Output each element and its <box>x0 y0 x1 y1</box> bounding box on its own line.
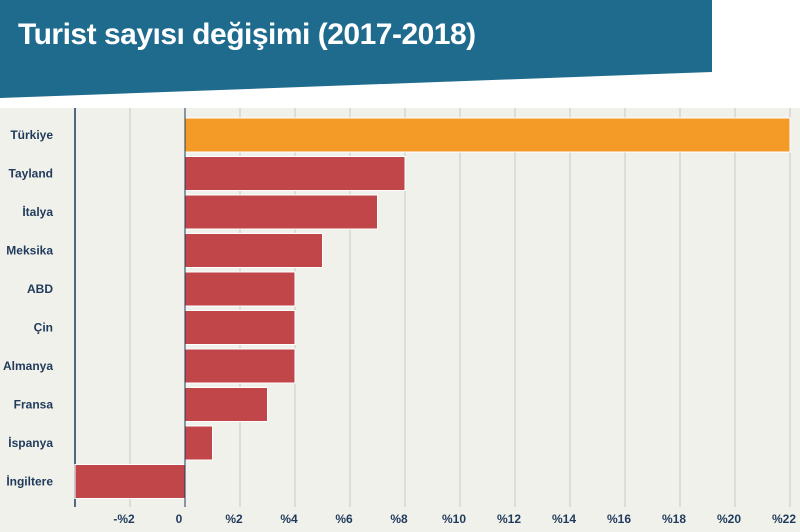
category-label: ABD <box>27 282 53 296</box>
title-banner: Turist sayısı değişimi (2017-2018) <box>0 0 800 100</box>
category-label: Çin <box>34 321 53 335</box>
x-tick-label: %14 <box>552 512 576 526</box>
bar-chart-area: Türkiye Tayland İtalya Meksika ABD Çin Almanya… <box>0 108 800 532</box>
x-tick-label: %6 <box>335 512 353 526</box>
bar <box>184 194 378 230</box>
category-label: Fransa <box>14 398 54 412</box>
bar <box>184 348 296 384</box>
x-tick-label: %8 <box>390 512 408 526</box>
bar <box>184 425 213 461</box>
category-label: Meksika <box>6 244 53 258</box>
category-label: Tayland <box>9 167 53 181</box>
x-tick-label: %20 <box>717 512 741 526</box>
x-tick-label: %4 <box>280 512 298 526</box>
bar <box>184 117 791 153</box>
x-tick-label: 0 <box>176 512 183 526</box>
bar <box>184 310 296 345</box>
bar-chart: Türkiye Tayland İtalya Meksika ABD Çin Almanya… <box>3 108 796 526</box>
bar <box>184 387 268 422</box>
chart-title: Turist sayısı değişimi (2017-2018) <box>18 18 476 51</box>
x-tick-label: %12 <box>497 512 521 526</box>
x-tick-label: %18 <box>662 512 686 526</box>
x-tick-label: %22 <box>772 512 796 526</box>
bar <box>184 271 296 307</box>
bar <box>184 156 406 191</box>
category-label: Türkiye <box>10 128 53 142</box>
bar <box>74 464 186 499</box>
category-label: İngiltere <box>6 474 53 489</box>
x-tick-label: %10 <box>442 512 466 526</box>
x-tick-label: -%2 <box>113 512 135 526</box>
bar <box>184 233 323 268</box>
x-tick-label: %2 <box>225 512 243 526</box>
category-label: İspanya <box>8 435 53 450</box>
category-label: İtalya <box>22 204 53 219</box>
category-label: Almanya <box>3 359 53 373</box>
title-band <box>0 0 712 98</box>
x-tick-label: %16 <box>607 512 631 526</box>
